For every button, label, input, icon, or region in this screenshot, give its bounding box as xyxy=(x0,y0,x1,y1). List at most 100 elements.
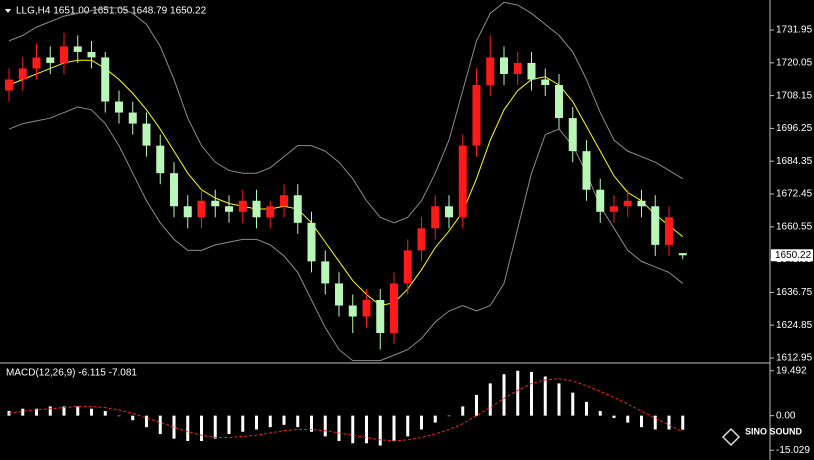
candle-body xyxy=(500,57,508,74)
candle-body xyxy=(197,200,206,218)
watermark-logo: SINO SOUND xyxy=(721,426,803,447)
candle-body xyxy=(32,57,41,69)
macd-bar xyxy=(296,415,300,428)
y-tick-label: 0.00 xyxy=(776,410,796,421)
macd-bar xyxy=(585,401,588,416)
candle-body xyxy=(390,283,398,334)
candle-body xyxy=(417,228,426,251)
candle-body xyxy=(376,299,385,334)
candle-body xyxy=(623,200,632,207)
macd-bar xyxy=(351,415,355,444)
candle-body xyxy=(555,84,563,119)
y-tick-label: 19.492 xyxy=(776,365,807,376)
macd-bar xyxy=(447,415,451,417)
macd-bar xyxy=(268,415,272,428)
macd-bar xyxy=(282,415,286,425)
candle-body xyxy=(307,222,316,262)
y-tick-label: 1684.35 xyxy=(776,156,813,167)
macd-bar xyxy=(488,383,492,416)
candle-body xyxy=(678,253,687,256)
macd-bar xyxy=(653,415,657,430)
candle-body xyxy=(445,206,453,218)
macd-bar xyxy=(200,415,203,441)
macd-bar xyxy=(516,370,520,416)
candle-body xyxy=(637,200,646,207)
macd-bar xyxy=(103,411,107,416)
candle-body xyxy=(128,112,137,124)
candle-body xyxy=(101,57,110,102)
macd-bar xyxy=(378,415,382,446)
y-tick-label: 1731.95 xyxy=(776,25,813,36)
candle-body xyxy=(362,299,371,317)
indicator-line xyxy=(8,1,684,224)
candle-body xyxy=(513,62,522,74)
candle-body xyxy=(87,51,96,58)
candle-body xyxy=(142,123,151,146)
candle-body xyxy=(293,195,302,223)
macd-bar xyxy=(571,392,575,416)
macd-bar xyxy=(406,415,410,437)
candle-body xyxy=(665,217,673,245)
y-tick-label: 1660.55 xyxy=(776,221,813,232)
macd-bar xyxy=(461,406,465,416)
macd-bar xyxy=(241,415,245,432)
candle-body xyxy=(238,200,247,212)
candle-body xyxy=(431,206,440,229)
macd-title: MACD(12,26,9) -6.115 -7.081 xyxy=(6,368,137,379)
price-label: 1650.22 xyxy=(775,250,812,261)
y-tick-label: 1720.05 xyxy=(776,57,813,68)
macd-bar xyxy=(48,406,52,416)
candle-body xyxy=(321,261,330,284)
candle-body xyxy=(335,283,343,306)
candle-body xyxy=(183,206,192,218)
logo-shape xyxy=(721,427,741,447)
macd-bar xyxy=(543,376,547,416)
candle-body xyxy=(486,57,495,85)
macd-bar xyxy=(62,406,66,416)
macd-bar xyxy=(667,415,671,430)
chart-title: LLG,H4 1651.00 1651.05 1648.79 1650.22 xyxy=(16,6,207,17)
macd-bar xyxy=(213,415,217,439)
macd-bar xyxy=(612,415,616,418)
candle-body xyxy=(348,305,357,317)
macd-bar xyxy=(337,415,341,441)
candle-body xyxy=(596,189,605,212)
macd-bar xyxy=(7,411,11,416)
macd-bar xyxy=(530,371,533,416)
indicator-line xyxy=(8,378,683,442)
macd-bar xyxy=(131,415,135,421)
candle-body xyxy=(582,151,591,190)
y-tick-label: 1636.75 xyxy=(776,287,813,298)
macd-bar xyxy=(626,415,630,423)
candle-body xyxy=(458,145,467,218)
price-label-box xyxy=(771,249,813,262)
candle-body xyxy=(472,84,481,146)
candle-body xyxy=(225,206,233,212)
candle-body xyxy=(60,46,68,63)
candle-body xyxy=(115,101,123,113)
macd-bar xyxy=(117,415,121,417)
candle-body xyxy=(252,200,261,218)
macd-bar xyxy=(255,415,258,430)
candle-body xyxy=(568,118,577,152)
candle-body xyxy=(280,195,288,207)
candle-body xyxy=(266,206,275,218)
macd-bar xyxy=(420,415,423,430)
candle-body xyxy=(403,250,412,284)
macd-bar xyxy=(433,415,437,423)
candle-body xyxy=(170,173,178,207)
candle-body xyxy=(5,79,13,91)
macd-bar xyxy=(310,415,313,432)
macd-bar xyxy=(475,394,478,416)
macd-bar xyxy=(172,415,176,439)
y-tick-label: 1672.45 xyxy=(776,189,813,200)
y-tick-label: 1708.15 xyxy=(776,90,813,101)
candle-body xyxy=(651,206,660,245)
candle-body xyxy=(610,206,618,212)
candle-body xyxy=(73,46,82,52)
y-tick-label: 1612.95 xyxy=(776,353,813,364)
candle-body xyxy=(211,200,220,207)
